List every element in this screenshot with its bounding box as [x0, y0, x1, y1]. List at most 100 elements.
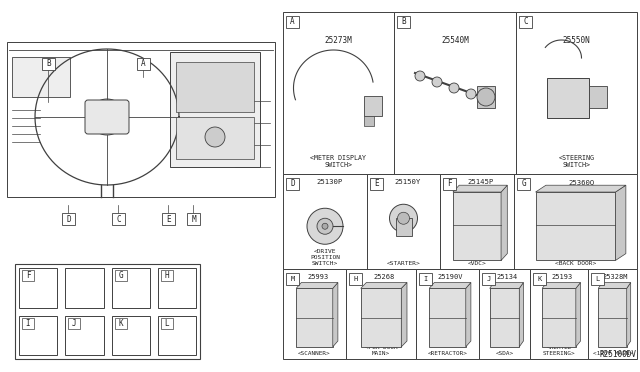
- Bar: [416, 269, 479, 359]
- Polygon shape: [453, 185, 508, 192]
- Text: L: L: [164, 318, 169, 327]
- Bar: [111, 315, 150, 355]
- Bar: [62, 213, 75, 225]
- Text: R25100DV: R25100DV: [599, 350, 636, 359]
- Bar: [429, 288, 466, 347]
- Bar: [443, 178, 456, 190]
- Polygon shape: [361, 282, 407, 288]
- Bar: [519, 16, 532, 28]
- Circle shape: [432, 77, 442, 87]
- Text: 25360Q: 25360Q: [568, 179, 595, 185]
- Bar: [19, 315, 57, 355]
- Bar: [364, 96, 381, 116]
- Circle shape: [322, 223, 328, 229]
- Text: <DRIVE
POSITION
SWITCH>: <DRIVE POSITION SWITCH>: [310, 249, 340, 266]
- Bar: [157, 268, 196, 308]
- Bar: [589, 86, 607, 108]
- Text: K: K: [118, 318, 123, 327]
- Bar: [296, 288, 333, 347]
- Bar: [514, 174, 637, 269]
- Text: E: E: [166, 215, 171, 224]
- Circle shape: [466, 89, 476, 99]
- Bar: [396, 218, 412, 236]
- Circle shape: [477, 88, 495, 106]
- Text: A: A: [290, 17, 295, 26]
- Bar: [346, 269, 416, 359]
- Bar: [115, 270, 127, 281]
- Bar: [588, 269, 637, 359]
- Bar: [533, 273, 546, 285]
- Polygon shape: [501, 185, 508, 260]
- Bar: [536, 192, 616, 260]
- Bar: [542, 288, 576, 347]
- Text: <HEATED
STEERING>: <HEATED STEERING>: [543, 345, 575, 356]
- Circle shape: [390, 204, 417, 232]
- Polygon shape: [542, 282, 580, 288]
- Bar: [22, 317, 34, 328]
- Bar: [162, 213, 175, 225]
- Bar: [477, 86, 495, 108]
- Bar: [176, 117, 254, 159]
- Polygon shape: [616, 185, 626, 260]
- Bar: [397, 16, 410, 28]
- Bar: [112, 213, 125, 225]
- Text: <SDA>: <SDA>: [495, 351, 513, 356]
- Text: C: C: [116, 215, 121, 224]
- Text: <STARTER>: <STARTER>: [387, 261, 420, 266]
- Text: <METER DISPLAY
SWITCH>: <METER DISPLAY SWITCH>: [310, 154, 367, 168]
- Circle shape: [449, 83, 459, 93]
- Bar: [65, 268, 104, 308]
- Text: <VDC>: <VDC>: [468, 261, 486, 266]
- Bar: [516, 12, 637, 174]
- Bar: [517, 178, 530, 190]
- Text: G: G: [118, 271, 123, 280]
- Bar: [364, 116, 374, 126]
- Text: K: K: [538, 276, 541, 282]
- Bar: [161, 270, 173, 281]
- Text: G: G: [521, 180, 526, 189]
- Text: 25993: 25993: [307, 274, 328, 280]
- Text: E: E: [374, 180, 379, 189]
- Bar: [283, 174, 367, 269]
- Bar: [22, 270, 34, 281]
- Polygon shape: [490, 282, 524, 288]
- Bar: [176, 62, 254, 112]
- Text: L: L: [595, 276, 600, 282]
- Text: <120V MAIN>: <120V MAIN>: [593, 351, 632, 356]
- Text: 25150Y: 25150Y: [394, 179, 420, 185]
- Polygon shape: [598, 282, 630, 288]
- Bar: [591, 273, 604, 285]
- Text: 25540M: 25540M: [441, 36, 469, 45]
- Bar: [170, 52, 260, 167]
- Text: M: M: [191, 215, 196, 224]
- Bar: [286, 16, 299, 28]
- Text: 25134: 25134: [497, 274, 518, 280]
- Polygon shape: [519, 282, 524, 347]
- Text: 25550N: 25550N: [563, 36, 590, 45]
- Circle shape: [205, 127, 225, 147]
- Text: J: J: [72, 318, 77, 327]
- Bar: [283, 269, 346, 359]
- Bar: [42, 58, 55, 70]
- Polygon shape: [401, 282, 407, 347]
- Bar: [440, 174, 514, 269]
- Text: B: B: [46, 60, 51, 68]
- Bar: [490, 288, 519, 347]
- Bar: [12, 57, 70, 97]
- FancyBboxPatch shape: [85, 100, 129, 134]
- Bar: [394, 12, 516, 174]
- Bar: [157, 315, 196, 355]
- Text: 25268: 25268: [374, 274, 395, 280]
- Text: D: D: [66, 215, 71, 224]
- Bar: [367, 174, 440, 269]
- Text: I: I: [26, 318, 30, 327]
- Text: 25130P: 25130P: [316, 179, 342, 185]
- Bar: [370, 178, 383, 190]
- Bar: [453, 192, 501, 260]
- Bar: [15, 264, 200, 359]
- Text: 25328M: 25328M: [602, 274, 628, 280]
- Bar: [19, 268, 57, 308]
- Bar: [482, 273, 495, 285]
- Circle shape: [415, 71, 425, 81]
- Bar: [137, 58, 150, 70]
